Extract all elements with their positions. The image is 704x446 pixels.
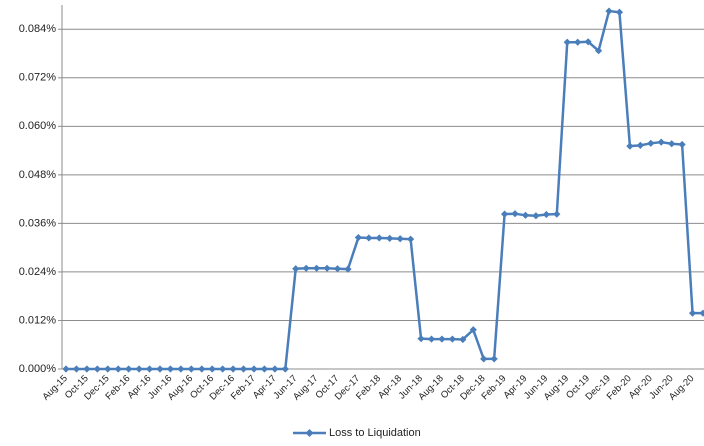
point-marker <box>688 309 697 317</box>
point-marker <box>187 365 195 373</box>
point-marker <box>386 234 394 242</box>
series-line <box>66 9 703 371</box>
point-marker <box>271 365 279 373</box>
point-marker <box>469 326 477 334</box>
y-tick-label: 0.000% <box>19 363 57 375</box>
point-marker <box>396 235 404 243</box>
point-marker <box>198 365 206 373</box>
point-marker <box>344 265 352 273</box>
point-marker <box>407 235 415 243</box>
point-marker <box>135 365 143 373</box>
point-marker <box>459 335 467 344</box>
point-marker <box>647 139 655 147</box>
point-marker <box>208 365 216 373</box>
y-tick-label: 0.024% <box>19 266 57 278</box>
y-tick-label: 0.084% <box>19 23 57 35</box>
point-marker <box>260 365 269 373</box>
point-marker <box>521 211 530 219</box>
point-marker <box>219 365 227 373</box>
point-marker <box>605 7 613 15</box>
point-marker <box>657 138 665 146</box>
point-marker <box>281 365 289 373</box>
point-marker <box>156 365 164 373</box>
y-tick-label: 0.012% <box>19 314 57 326</box>
point-marker <box>375 234 383 242</box>
point-marker <box>302 264 310 272</box>
point-marker <box>500 210 509 218</box>
point-marker <box>678 140 686 149</box>
point-marker <box>229 365 237 373</box>
y-tick-label: 0.048% <box>19 169 57 181</box>
point-marker <box>636 141 644 149</box>
point-marker <box>239 365 248 373</box>
point-marker <box>594 47 603 55</box>
point-marker <box>125 365 133 373</box>
point-marker <box>72 365 81 373</box>
point-marker <box>542 210 550 219</box>
point-marker <box>668 140 676 148</box>
point-marker <box>480 355 488 363</box>
point-marker <box>145 365 154 373</box>
legend-label: Loss to Liquidation <box>329 427 421 439</box>
point-marker <box>250 365 258 373</box>
point-marker <box>114 365 122 373</box>
point-marker <box>104 365 112 373</box>
point-marker <box>354 233 362 242</box>
point-marker <box>62 365 70 373</box>
point-marker <box>93 365 101 373</box>
point-marker <box>313 264 321 272</box>
y-tick-label: 0.036% <box>19 217 57 229</box>
point-marker <box>699 309 704 317</box>
point-marker <box>177 365 185 373</box>
point-marker <box>333 265 342 273</box>
point-marker <box>83 365 91 373</box>
point-marker <box>511 210 519 218</box>
point-marker <box>563 38 571 46</box>
point-marker <box>584 38 592 46</box>
point-marker <box>166 365 175 373</box>
point-marker <box>553 210 561 218</box>
point-marker <box>365 234 373 242</box>
x-tick-label: Aug-15 <box>40 373 69 402</box>
legend-marker <box>305 429 314 437</box>
point-marker <box>438 335 446 343</box>
point-marker <box>615 8 624 16</box>
y-tick-label: 0.060% <box>19 120 57 132</box>
y-tick-label: 0.072% <box>19 72 57 84</box>
point-marker <box>448 335 456 343</box>
point-marker <box>490 355 498 363</box>
point-marker <box>417 335 425 343</box>
point-marker <box>626 142 634 150</box>
point-marker <box>427 335 436 343</box>
point-marker <box>574 38 582 46</box>
point-marker <box>323 264 331 272</box>
point-marker <box>292 265 300 273</box>
point-marker <box>532 212 540 220</box>
